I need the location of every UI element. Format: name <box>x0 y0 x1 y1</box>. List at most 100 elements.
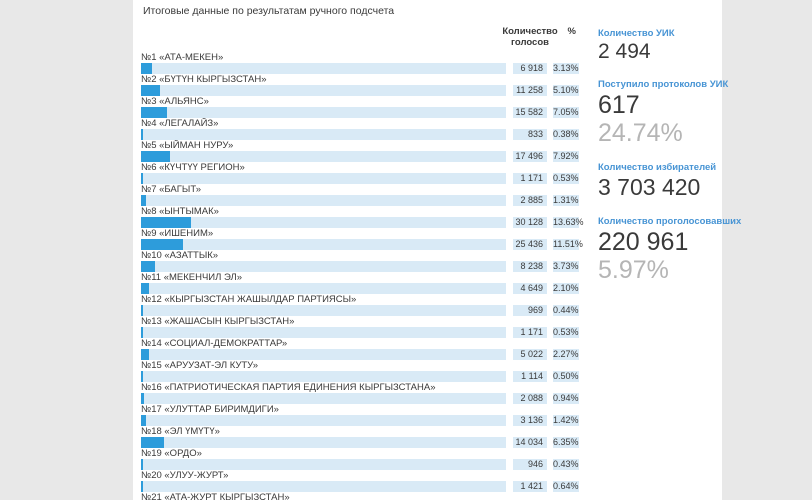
party-result-line: 2 885 1.31% <box>141 195 579 206</box>
party-name: №12 «КЫРГЫЗСТАН ЖАШЫЛДАР ПАРТИЯСЫ» <box>141 294 357 305</box>
votes-value: 15 582 <box>513 107 547 118</box>
party-result-line: 17 496 7.92% <box>141 151 579 162</box>
party-result-line: 1 171 0.53% <box>141 327 579 338</box>
vote-bar-track <box>141 195 506 206</box>
vote-bar-fill <box>141 173 143 184</box>
percent-value: 0.43% <box>553 459 579 470</box>
vote-bar-track <box>141 151 506 162</box>
results-panel: Итоговые данные по результатам ручного п… <box>133 0 741 500</box>
vote-bar-fill <box>141 63 153 74</box>
party-row: №13 «ЖАШАСЫН КЫРГЫЗСТАН» 1 171 0.53% <box>141 316 579 338</box>
vote-bar-track <box>141 129 506 140</box>
party-name: №6 «КҮЧТҮҮ РЕГИОН» <box>141 162 245 173</box>
party-row: №8 «ЫНТЫМАК» 30 128 13.63% <box>141 206 584 228</box>
party-name: №8 «ЫНТЫМАК» <box>141 206 219 217</box>
votes-value: 30 128 <box>513 217 547 228</box>
votes-value: 1 421 <box>513 481 547 492</box>
party-result-line: 5 022 2.27% <box>141 349 579 360</box>
party-row: №16 «ПАТРИОТИЧЕСКАЯ ПАРТИЯ ЕДИНЕНИЯ КЫРГ… <box>141 382 579 404</box>
votes-value: 11 258 <box>513 85 547 96</box>
percent-value: 0.94% <box>553 393 579 404</box>
party-name: №17 «УЛУТТАР БИРИМДИГИ» <box>141 404 279 415</box>
stat-label-link[interactable]: Поступило протоколов УИК <box>598 79 729 91</box>
vote-bar-track <box>141 239 506 250</box>
stat-block: Количество избирателей 3 703 420 <box>598 162 728 200</box>
votes-value: 4 649 <box>513 283 547 294</box>
party-row: №6 «КҮЧТҮҮ РЕГИОН» 1 171 0.53% <box>141 162 579 184</box>
party-name: №10 «АЗАТТЫК» <box>141 250 219 261</box>
vote-bar-fill <box>141 327 143 338</box>
party-name: №4 «ЛЕГАЛАЙЗ» <box>141 118 219 129</box>
stat-label-link[interactable]: Количество проголосовавших <box>598 215 742 227</box>
stat-value: 617 <box>598 91 640 120</box>
votes-value: 833 <box>513 129 547 140</box>
percent-value: 0.44% <box>553 305 579 316</box>
table-header: Количество голосов % <box>141 26 579 48</box>
vote-bar-fill <box>141 371 143 382</box>
party-name: №7 «БАГЫТ» <box>141 184 201 195</box>
vote-bar-track <box>141 415 506 426</box>
party-result-line: 8 238 3.73% <box>141 261 579 272</box>
votes-value: 6 918 <box>513 63 547 74</box>
vote-bar-fill <box>141 85 160 96</box>
vote-bar-track <box>141 217 506 228</box>
vote-bar-fill <box>141 437 165 448</box>
party-result-line: 1 171 0.53% <box>141 173 579 184</box>
votes-value: 14 034 <box>513 437 547 448</box>
party-name: №20 «УЛУУ-ЖУРТ» <box>141 470 229 481</box>
percent-value: 2.10% <box>553 283 579 294</box>
party-row: №12 «КЫРГЫЗСТАН ЖАШЫЛДАР ПАРТИЯСЫ» 969 0… <box>141 294 579 316</box>
votes-value: 2 885 <box>513 195 547 206</box>
votes-value: 17 496 <box>513 151 547 162</box>
party-name: №14 «СОЦИАЛ-ДЕМОКРАТТАР» <box>141 338 288 349</box>
vote-bar-track <box>141 437 506 448</box>
vote-bar-track <box>141 327 506 338</box>
percent-value: 0.53% <box>553 173 579 184</box>
party-result-line: 833 0.38% <box>141 129 579 140</box>
party-result-line: 30 128 13.63% <box>141 217 584 228</box>
party-row: №10 «АЗАТТЫК» 8 238 3.73% <box>141 250 579 272</box>
percent-column-header: % <box>567 26 576 37</box>
vote-bar-fill <box>141 217 191 228</box>
vote-bar-fill <box>141 195 146 206</box>
votes-header-line1: Количество <box>502 26 558 37</box>
votes-column-header: Количество голосов <box>502 26 557 48</box>
party-name: №5 «ЫЙМАН НУРУ» <box>141 140 234 151</box>
party-result-line: 15 582 7.05% <box>141 107 579 118</box>
percent-value: 3.13% <box>553 63 579 74</box>
party-row: №19 «ОРДО» 946 0.43% <box>141 448 579 470</box>
stat-label-link[interactable]: Количество избирателей <box>598 162 717 174</box>
party-name: №1 «АТА-МЕКЕН» <box>141 52 224 63</box>
party-row: №3 «АЛЬЯНС» 15 582 7.05% <box>141 96 579 118</box>
party-row: №2 «БҮТҮН КЫРГЫЗСТАН» 11 258 5.10% <box>141 74 579 96</box>
party-row: №5 «ЫЙМАН НУРУ» 17 496 7.92% <box>141 140 579 162</box>
percent-value: 0.50% <box>553 371 579 382</box>
party-row: №21 «АТА-ЖУРТ КЫРГЫЗСТАН» <box>141 492 579 500</box>
party-name: №11 «МЕКЕНЧИЛ ЭЛ» <box>141 272 243 283</box>
percent-value: 5.10% <box>553 85 579 96</box>
votes-value: 8 238 <box>513 261 547 272</box>
votes-value: 969 <box>513 305 547 316</box>
percent-value: 7.05% <box>553 107 579 118</box>
party-row: №7 «БАГЫТ» 2 885 1.31% <box>141 184 579 206</box>
party-name: №15 «АРУУЗАТ-ЭЛ КУТУ» <box>141 360 259 371</box>
stat-value: 3 703 420 <box>598 174 701 201</box>
party-row: №18 «ЭЛ ҮМҮТҮ» 14 034 6.35% <box>141 426 579 448</box>
stats-sidebar: Количество УИК 2 494 Поступило протоколо… <box>598 28 742 299</box>
vote-bar-fill <box>141 349 150 360</box>
party-result-line: 946 0.43% <box>141 459 579 470</box>
stat-label-link[interactable]: Количество УИК <box>598 28 675 39</box>
party-result-line: 6 918 3.13% <box>141 63 579 74</box>
party-name: №16 «ПАТРИОТИЧЕСКАЯ ПАРТИЯ ЕДИНЕНИЯ КЫРГ… <box>141 382 436 393</box>
party-name: №13 «ЖАШАСЫН КЫРГЫЗСТАН» <box>141 316 295 327</box>
vote-bar-track <box>141 393 506 404</box>
votes-value: 1 114 <box>513 371 547 382</box>
vote-bar-track <box>141 481 506 492</box>
party-name: №21 «АТА-ЖУРТ КЫРГЫЗСТАН» <box>141 492 290 500</box>
page-title: Итоговые данные по результатам ручного п… <box>143 5 395 17</box>
percent-value: 7.92% <box>553 151 579 162</box>
vote-bar-fill <box>141 481 144 492</box>
party-name: №19 «ОРДО» <box>141 448 202 459</box>
party-result-line: 2 088 0.94% <box>141 393 579 404</box>
vote-bar-fill <box>141 261 155 272</box>
